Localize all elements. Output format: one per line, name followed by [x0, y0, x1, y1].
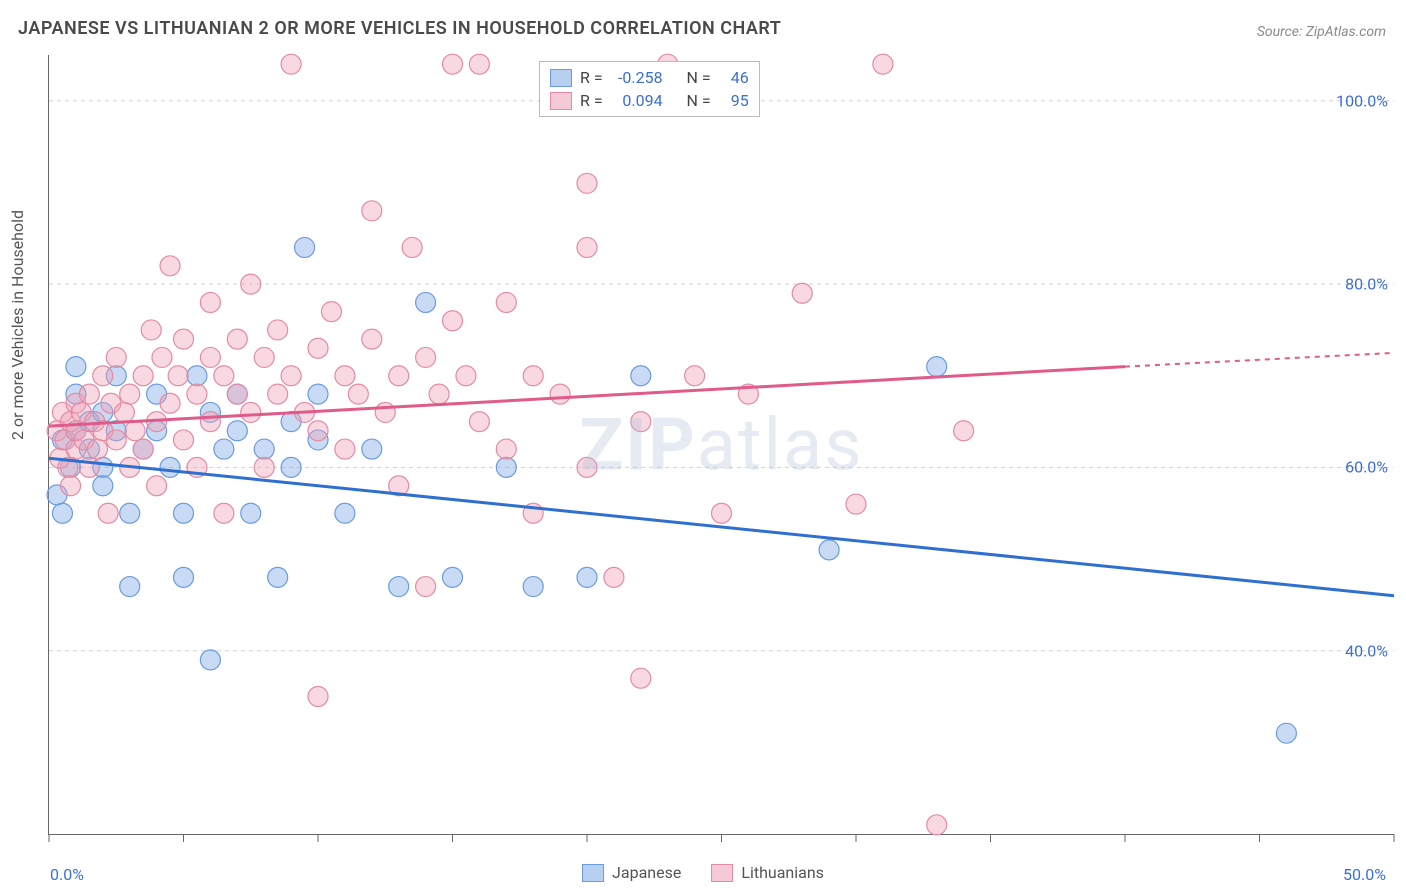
- r-label: R =: [580, 91, 603, 110]
- legend-swatch: [550, 92, 572, 110]
- chart-title: JAPANESE VS LITHUANIAN 2 OR MORE VEHICLE…: [18, 18, 781, 39]
- legend-label: Japanese: [612, 863, 681, 882]
- series-legend: Japanese Lithuanians: [582, 863, 824, 882]
- correlation-legend: R = -0.258 N = 46 R = 0.094 N = 95: [539, 61, 760, 117]
- n-label: N =: [687, 68, 711, 87]
- y-tick-label: 40.0%: [1345, 641, 1388, 660]
- source-attribution: Source: ZipAtlas.com: [1257, 24, 1386, 40]
- r-label: R =: [580, 68, 603, 87]
- x-tick-label: 0.0%: [50, 865, 84, 884]
- legend-swatch: [711, 864, 733, 882]
- x-tick-label: 50.0%: [1343, 865, 1386, 884]
- scatter-plot: ZIPatlas R =-0.258 N =46R =0.094 N =95: [48, 55, 1394, 835]
- r-value: 0.094: [611, 91, 663, 110]
- y-tick-label: 100.0%: [1336, 91, 1388, 110]
- legend-item: Japanese: [582, 863, 681, 882]
- n-value: 95: [719, 91, 749, 110]
- y-tick-label: 60.0%: [1345, 458, 1388, 477]
- r-value: -0.258: [611, 68, 663, 87]
- legend-label: Lithuanians: [741, 863, 824, 882]
- legend-item: Lithuanians: [711, 863, 824, 882]
- n-label: N =: [687, 91, 711, 110]
- y-axis-label: 2 or more Vehicles in Household: [8, 210, 27, 440]
- legend-swatch: [550, 69, 572, 87]
- n-value: 46: [719, 68, 749, 87]
- legend-swatch: [582, 864, 604, 882]
- y-tick-label: 80.0%: [1345, 275, 1388, 294]
